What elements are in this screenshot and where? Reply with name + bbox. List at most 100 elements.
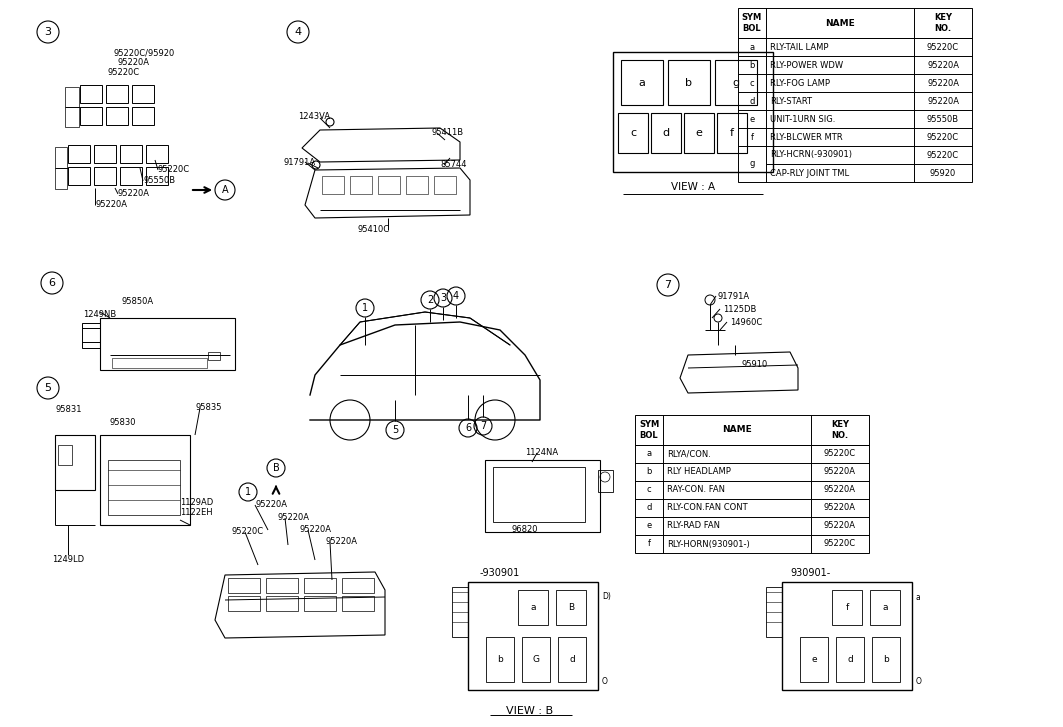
Text: 95220C: 95220C <box>927 42 959 52</box>
Bar <box>82 323 100 348</box>
Bar <box>872 637 900 682</box>
Text: 91791A: 91791A <box>718 292 750 301</box>
Bar <box>493 467 585 522</box>
Text: b: b <box>646 467 652 476</box>
Text: 85744: 85744 <box>440 160 467 169</box>
Bar <box>112 358 207 368</box>
Bar <box>832 590 862 625</box>
Text: RLY-HORN(930901-): RLY-HORN(930901-) <box>667 539 749 548</box>
Text: D): D) <box>602 593 611 601</box>
Text: 95220A: 95220A <box>824 521 856 531</box>
Text: 4: 4 <box>294 27 302 37</box>
Text: VIEW : A: VIEW : A <box>671 182 715 192</box>
Text: b: b <box>686 78 692 87</box>
Bar <box>718 113 747 153</box>
Bar <box>668 60 710 105</box>
Text: 95411B: 95411B <box>432 128 465 137</box>
Text: O: O <box>602 678 608 686</box>
Text: e: e <box>749 114 755 124</box>
Bar <box>100 318 235 370</box>
Text: 95831: 95831 <box>55 405 82 414</box>
Bar <box>68 167 90 185</box>
Bar <box>208 352 220 360</box>
Bar <box>322 176 344 194</box>
Text: KEY
NO.: KEY NO. <box>831 420 849 440</box>
Bar <box>146 167 168 185</box>
Text: SYM
BOL: SYM BOL <box>742 13 762 33</box>
Bar <box>715 60 757 105</box>
Bar <box>94 167 116 185</box>
Bar <box>120 145 142 163</box>
Text: UNIT-1URN SIG.: UNIT-1URN SIG. <box>770 114 836 124</box>
Text: 1249NB: 1249NB <box>83 310 116 319</box>
Text: O: O <box>916 678 922 686</box>
Bar <box>468 582 598 690</box>
Text: 95220A: 95220A <box>927 60 959 70</box>
Text: 95550B: 95550B <box>927 114 959 124</box>
Text: d: d <box>662 128 670 138</box>
Text: 95220C: 95220C <box>927 150 959 159</box>
Text: a: a <box>882 603 888 613</box>
Text: 95220A: 95220A <box>255 500 287 509</box>
Text: a: a <box>646 449 652 459</box>
Text: RLY-RAD FAN: RLY-RAD FAN <box>667 521 720 531</box>
Text: 6: 6 <box>49 278 55 288</box>
Text: 95550B: 95550B <box>144 176 175 185</box>
Text: b: b <box>749 60 755 70</box>
Text: 1: 1 <box>244 487 251 497</box>
Bar <box>651 113 681 153</box>
Text: A: A <box>222 185 229 195</box>
Text: 95220A: 95220A <box>824 486 856 494</box>
Text: 95220A: 95220A <box>325 537 357 546</box>
Text: d: d <box>569 656 575 664</box>
Bar <box>65 87 79 127</box>
Text: a: a <box>749 42 755 52</box>
Text: 91791A: 91791A <box>283 158 315 167</box>
Bar <box>106 107 128 125</box>
Text: 95835: 95835 <box>195 403 221 412</box>
Text: 95220A: 95220A <box>824 504 856 513</box>
Bar <box>618 113 648 153</box>
Text: 95220C: 95220C <box>927 132 959 142</box>
Text: 930901-: 930901- <box>790 568 830 578</box>
Bar <box>558 637 586 682</box>
Text: 1124NA: 1124NA <box>525 448 558 457</box>
Bar <box>738 8 972 182</box>
Text: 95220A: 95220A <box>824 467 856 476</box>
Bar <box>485 460 600 532</box>
Text: d: d <box>749 97 755 105</box>
Text: 95220C: 95220C <box>108 68 140 77</box>
Text: 1249LD: 1249LD <box>52 555 84 564</box>
Text: b: b <box>497 656 503 664</box>
Bar <box>266 596 298 611</box>
Bar <box>342 578 374 593</box>
Text: RLY-CON.FAN CONT: RLY-CON.FAN CONT <box>667 504 747 513</box>
Text: 5: 5 <box>392 425 399 435</box>
Bar <box>304 578 336 593</box>
Bar <box>55 147 67 189</box>
Bar <box>684 113 714 153</box>
Text: RLYA/CON.: RLYA/CON. <box>667 449 711 459</box>
Text: 1122EH: 1122EH <box>180 508 213 517</box>
Text: 6: 6 <box>465 423 471 433</box>
Text: RLY HEADLAMP: RLY HEADLAMP <box>667 467 731 476</box>
Bar <box>598 470 613 492</box>
Bar <box>613 52 773 172</box>
Text: 1243VA: 1243VA <box>298 112 331 121</box>
Text: e: e <box>646 521 652 531</box>
Text: NAME: NAME <box>825 18 855 28</box>
Bar <box>68 145 90 163</box>
Bar <box>227 578 260 593</box>
Text: 14960C: 14960C <box>730 318 762 327</box>
Text: 95220C/95920: 95220C/95920 <box>113 48 174 57</box>
Bar <box>108 460 180 515</box>
Text: 95220A: 95220A <box>927 79 959 87</box>
Text: 3: 3 <box>45 27 51 37</box>
Bar <box>304 596 336 611</box>
Bar <box>434 176 456 194</box>
Bar <box>486 637 514 682</box>
Text: 95220A: 95220A <box>118 189 150 198</box>
Bar <box>80 107 102 125</box>
Text: B: B <box>568 603 574 613</box>
Text: 1129AD: 1129AD <box>180 498 214 507</box>
